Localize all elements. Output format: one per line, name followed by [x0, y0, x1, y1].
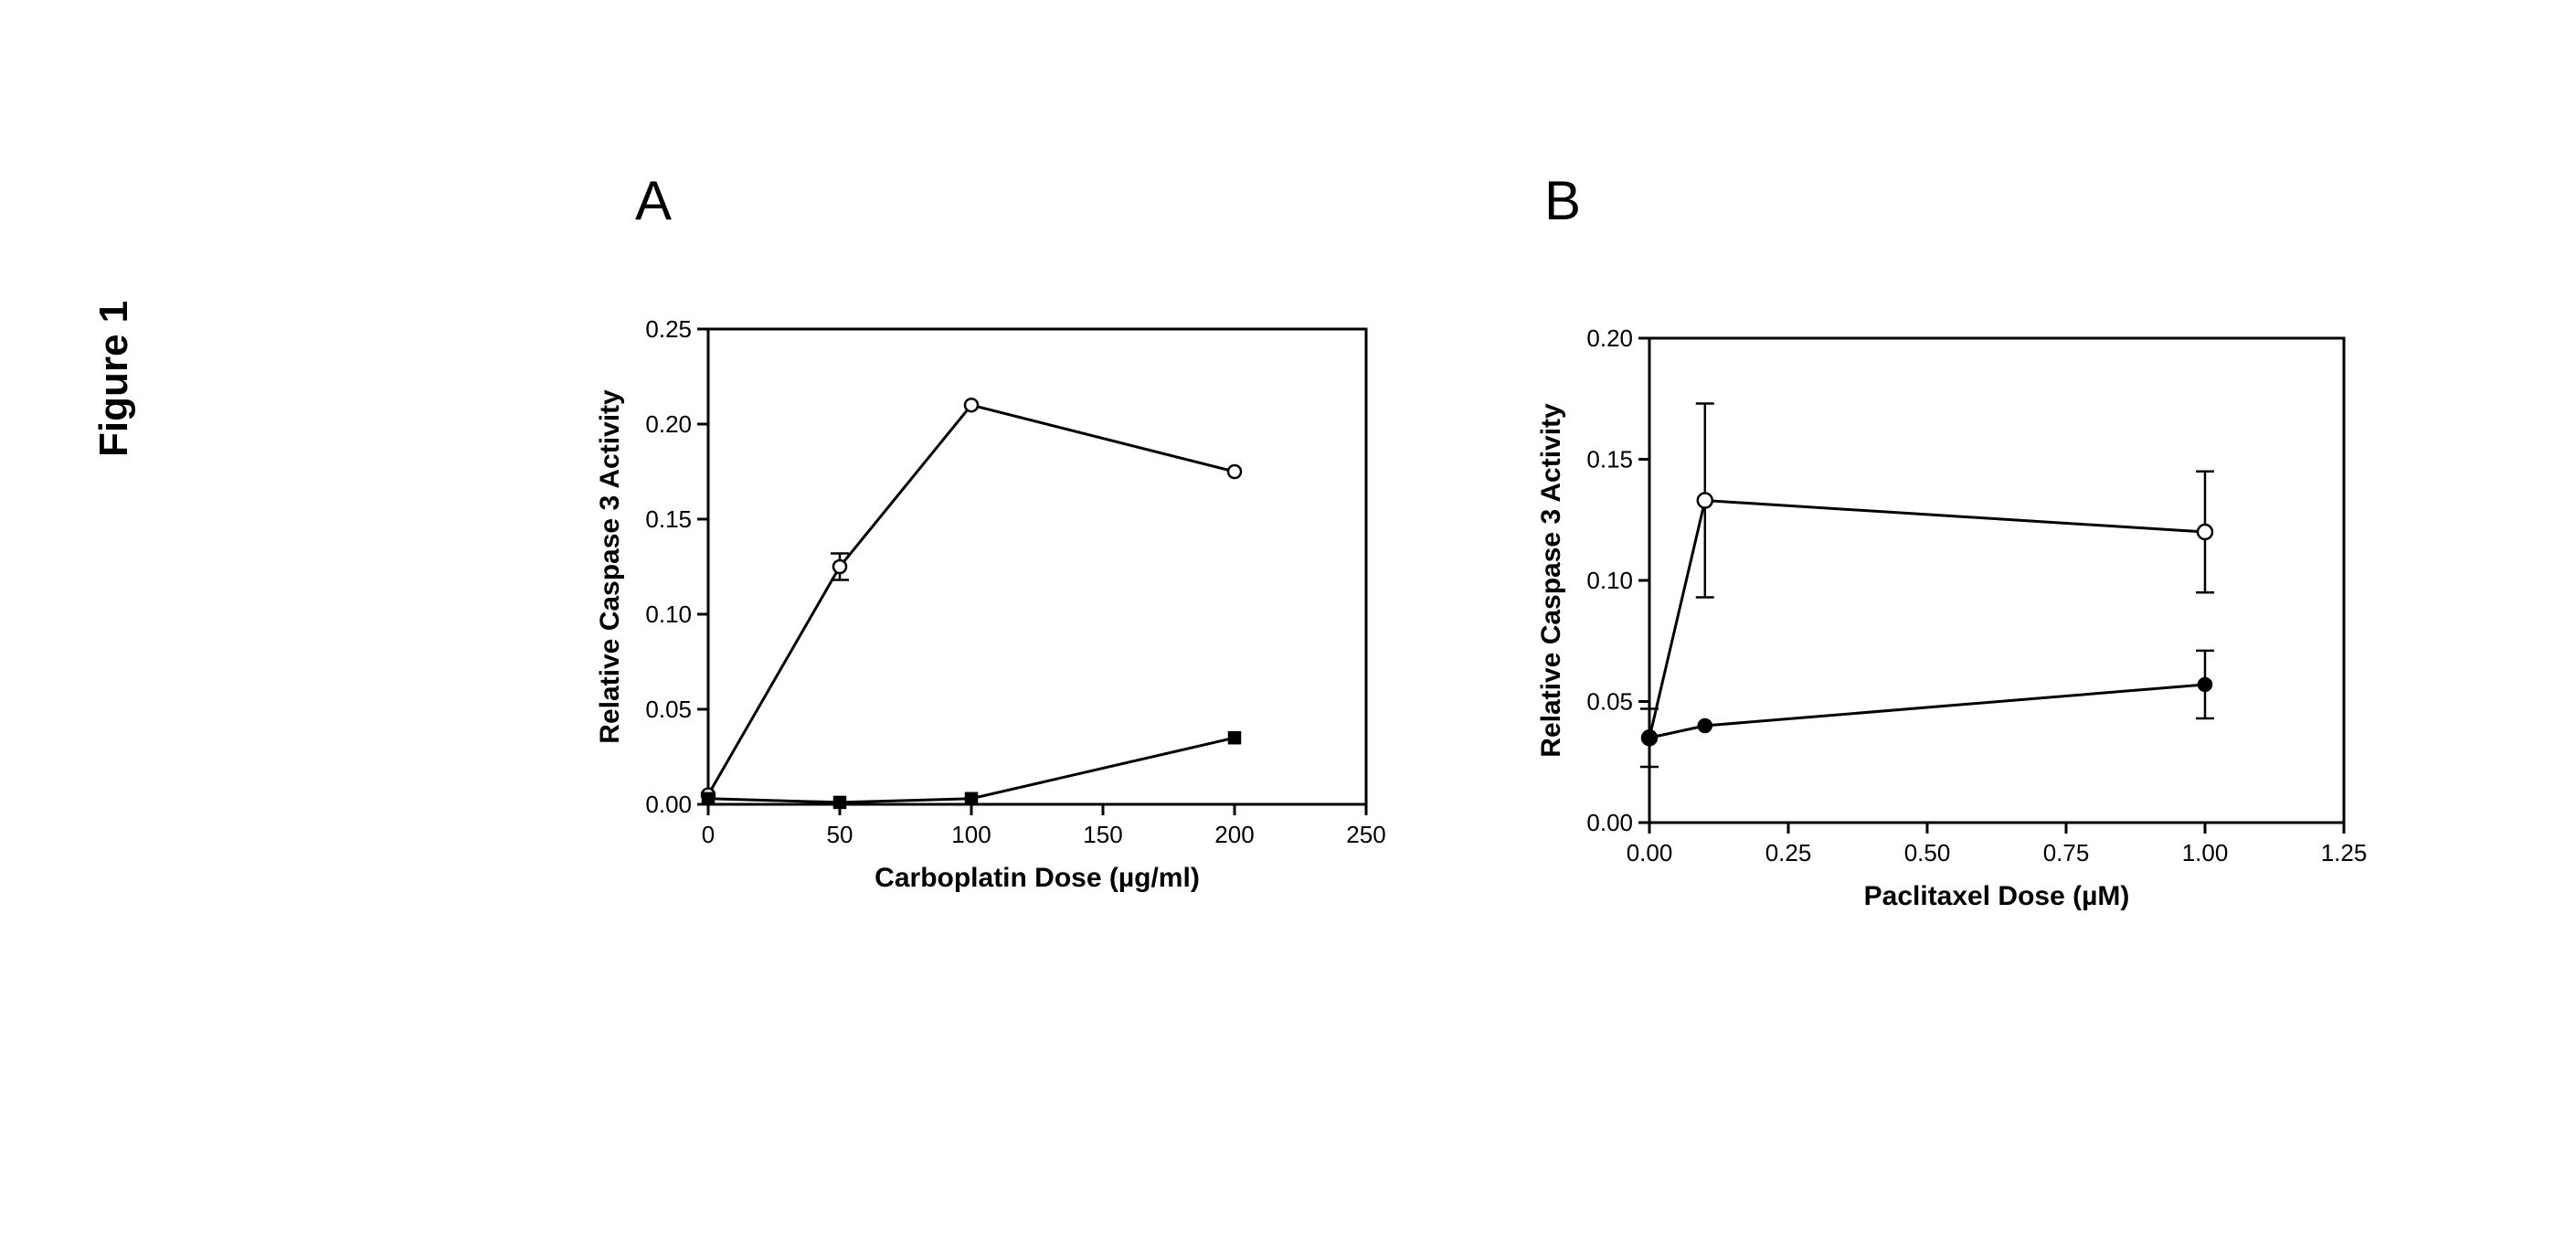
- x-tick-label: 1.25: [2321, 839, 2368, 866]
- y-tick-label: 0.25: [645, 315, 692, 343]
- panel-a-label: A: [635, 169, 672, 232]
- data-point: [1229, 732, 1240, 743]
- x-axis-label: Carboplatin Dose (µg/ml): [875, 863, 1200, 893]
- y-tick-label: 0.10: [1586, 567, 1633, 594]
- y-tick-label: 0.15: [1586, 446, 1633, 473]
- y-tick-label: 0.20: [1586, 324, 1633, 352]
- data-point: [966, 793, 977, 804]
- y-tick-label: 0.20: [645, 410, 692, 438]
- chart-svg: 0.00 0.25 0.50 0.75 1.00 1.25 0.00 0.05 0.10 0.15…: [1453, 302, 2431, 996]
- y-tick-label: 0.05: [645, 696, 692, 723]
- data-point: [965, 399, 978, 411]
- figure-label: Figure 1: [91, 301, 137, 457]
- x-tick-label: 1.00: [2182, 839, 2229, 866]
- data-point: [833, 560, 846, 573]
- x-tick-label: 0.50: [1904, 839, 1951, 866]
- data-point: [1228, 465, 1241, 478]
- y-tick-label: 0.05: [1586, 688, 1633, 716]
- x-tick-label: 200: [1214, 821, 1254, 848]
- chart-svg: 0 50 100 150 200 250 0.00 0.05 0.10 0.15 0.20 0.25 C…: [512, 292, 1444, 969]
- x-axis-label: Paclitaxel Dose (µM): [1864, 881, 2130, 911]
- data-point: [2199, 678, 2211, 691]
- data-point: [1643, 731, 1656, 744]
- y-tick-label: 0.00: [645, 791, 692, 818]
- x-tick-label: 50: [827, 821, 853, 848]
- y-tick-label: 0.10: [645, 600, 692, 628]
- series-line: [708, 405, 1235, 794]
- plot-area: [1649, 338, 2344, 823]
- plot-area: [708, 329, 1366, 804]
- x-tick-label: 0.75: [2043, 839, 2090, 866]
- x-tick-label: 0.00: [1627, 839, 1673, 866]
- data-point: [1698, 494, 1712, 508]
- y-axis-label: Relative Caspase 3 Activity: [595, 389, 625, 744]
- x-tick-label: 250: [1346, 821, 1385, 848]
- data-point: [703, 793, 714, 804]
- x-tick-label: 100: [951, 821, 991, 848]
- data-point: [2198, 525, 2212, 539]
- x-tick-label: 0.25: [1765, 839, 1812, 866]
- y-tick-label: 0.15: [645, 505, 692, 533]
- series-line: [1649, 501, 2205, 739]
- x-tick-label: 0: [702, 821, 715, 848]
- y-tick-label: 0.00: [1586, 809, 1633, 836]
- series-line: [1649, 685, 2205, 738]
- chart-b: 0.00 0.25 0.50 0.75 1.00 1.25 0.00 0.05 0.10 0.15…: [1453, 302, 2431, 996]
- panel-b-label: B: [1544, 169, 1581, 232]
- chart-a: 0 50 100 150 200 250 0.00 0.05 0.10 0.15 0.20 0.25 C…: [512, 292, 1444, 969]
- data-point: [834, 797, 845, 808]
- x-tick-label: 150: [1083, 821, 1122, 848]
- page: Figure 1 A B 0 50 100 150 200 250 0.00 0.05 0.10…: [0, 0, 2576, 1254]
- data-point: [1699, 719, 1712, 732]
- y-axis-label: Relative Caspase 3 Activity: [1536, 403, 1566, 758]
